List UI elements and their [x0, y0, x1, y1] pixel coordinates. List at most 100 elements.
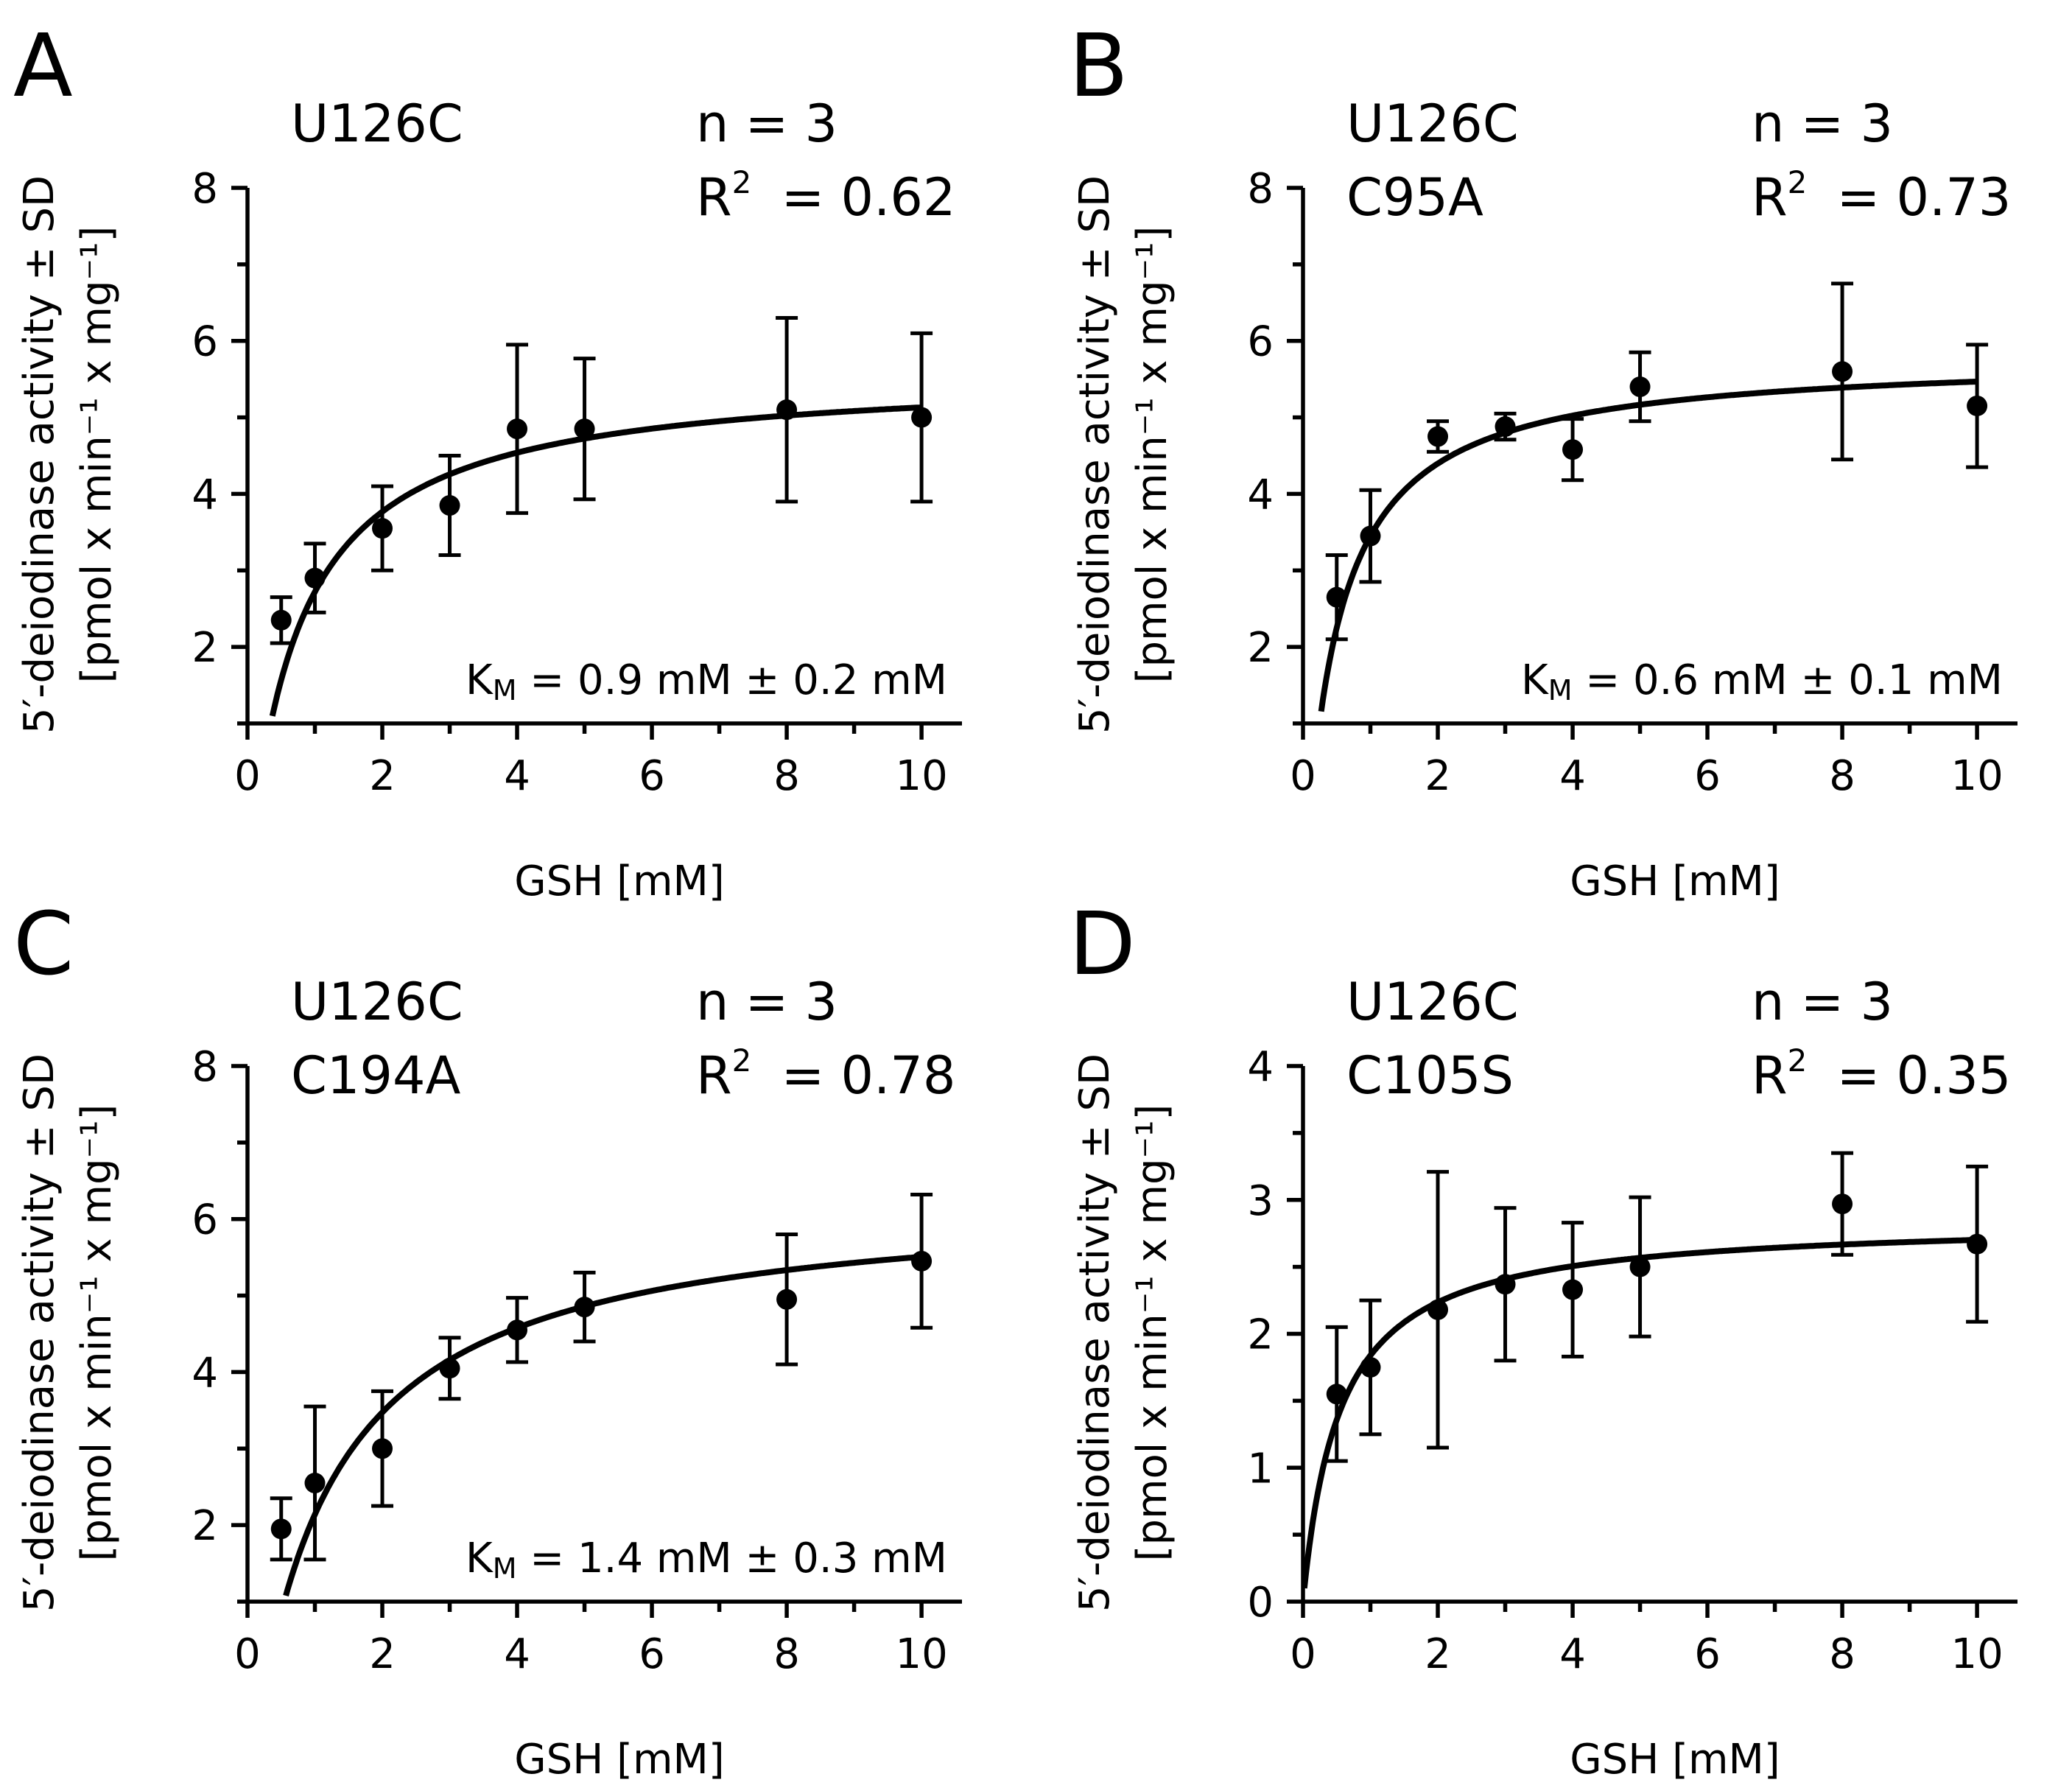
- data-point: [304, 567, 326, 589]
- y-tick-label: 8: [192, 165, 218, 213]
- r2-value: = 0.62: [765, 167, 955, 228]
- data-point: [1495, 416, 1516, 438]
- n-label: n = 3: [1752, 972, 1893, 1032]
- x-tick-label: 6: [639, 752, 665, 800]
- y-tick-label: 4: [1247, 1043, 1274, 1091]
- x-axis-title: GSH [mM]: [514, 1736, 724, 1784]
- data-point: [1360, 1356, 1381, 1378]
- panel-label: B: [1069, 15, 1128, 116]
- data-point: [507, 418, 528, 440]
- km-label: KM = 0.9 mM ± 0.2 mM: [466, 656, 947, 707]
- r2-symbol: R: [696, 167, 732, 228]
- construct-label: U126C: [291, 972, 463, 1032]
- y-tick-label: 0: [1247, 1579, 1274, 1627]
- y-tick-label: 8: [1247, 165, 1274, 213]
- data-point: [1427, 1299, 1449, 1320]
- y-tick-label: 2: [1247, 1311, 1274, 1359]
- y-tick-label: 4: [192, 1349, 218, 1397]
- fit-curve: [283, 1253, 922, 1596]
- data-point: [1495, 1274, 1516, 1295]
- y-axis-title: 5′-deiodinase activity ± SD: [15, 175, 63, 734]
- km-subscript: M: [493, 674, 517, 707]
- x-tick-label: 0: [1290, 1630, 1316, 1678]
- y-tick-label: 6: [1247, 318, 1274, 366]
- km-label: KM = 0.6 mM ± 0.1 mM: [1521, 656, 2003, 707]
- y-tick-label: 2: [1247, 624, 1274, 672]
- x-tick-label: 2: [1425, 1630, 1451, 1678]
- x-tick-label: 4: [504, 1630, 530, 1678]
- construct-label: U126C: [1346, 94, 1519, 154]
- data-point: [372, 1438, 393, 1459]
- fit-curve: [1318, 379, 1978, 712]
- x-tick-label: 10: [1950, 1630, 2003, 1678]
- km-symbol: K: [466, 656, 494, 704]
- data-point: [1427, 426, 1449, 447]
- x-tick-label: 8: [773, 1630, 800, 1678]
- km-value: = 0.9 mM ± 0.2 mM: [517, 656, 948, 704]
- x-tick-label: 4: [1559, 752, 1586, 800]
- panel-label: A: [13, 15, 73, 116]
- y-tick-label: 1: [1247, 1445, 1274, 1493]
- x-axis-title: GSH [mM]: [514, 858, 724, 905]
- data-point: [1832, 361, 1853, 382]
- r2-symbol: R: [1752, 167, 1788, 228]
- data-point: [1326, 586, 1347, 608]
- r2-superscript: 2: [732, 1042, 752, 1079]
- x-tick-label: 2: [1425, 752, 1451, 800]
- x-tick-label: 4: [1559, 1630, 1586, 1678]
- data-point: [304, 1473, 326, 1494]
- x-tick-label: 2: [369, 1630, 396, 1678]
- construct-label: C105S: [1346, 1045, 1514, 1106]
- x-tick-label: 8: [1829, 752, 1855, 800]
- x-tick-label: 10: [895, 752, 947, 800]
- r2-label: R2 = 0.62: [696, 164, 955, 228]
- panel-label: C: [13, 893, 74, 995]
- construct-label: C95A: [1346, 167, 1483, 228]
- y-tick-label: 2: [192, 1502, 218, 1550]
- data-point: [1629, 1256, 1651, 1277]
- r2-superscript: 2: [1788, 164, 1808, 200]
- data-point: [574, 1297, 595, 1318]
- r2-value: = 0.73: [1820, 167, 2011, 228]
- data-point: [1562, 439, 1584, 460]
- n-label: n = 3: [696, 972, 837, 1032]
- y-axis-units: [pmol x min⁻¹ x mg⁻¹]: [1128, 226, 1176, 684]
- data-point: [911, 1250, 933, 1272]
- km-symbol: K: [466, 1535, 494, 1582]
- y-tick-label: 4: [1247, 471, 1274, 519]
- x-tick-label: 2: [369, 752, 396, 800]
- r2-symbol: R: [1752, 1045, 1788, 1106]
- data-point: [911, 407, 933, 428]
- x-tick-label: 0: [1290, 752, 1316, 800]
- data-point: [1629, 376, 1651, 398]
- y-tick-label: 4: [192, 471, 218, 519]
- y-axis-title: 5′-deiodinase activity ± SD: [1071, 175, 1119, 734]
- y-tick-label: 8: [192, 1043, 218, 1091]
- y-tick-label: 3: [1247, 1177, 1274, 1225]
- data-point: [1562, 1279, 1584, 1300]
- x-axis-title: GSH [mM]: [1570, 858, 1780, 905]
- data-point: [1360, 525, 1381, 547]
- y-tick-label: 6: [192, 1196, 218, 1244]
- r2-label: R2 = 0.73: [1752, 164, 2011, 228]
- km-value: = 0.6 mM ± 0.1 mM: [1573, 656, 2003, 704]
- y-tick-label: 2: [192, 624, 218, 672]
- data-point: [1832, 1193, 1853, 1215]
- y-axis-title: 5′-deiodinase activity ± SD: [15, 1053, 63, 1612]
- r2-label: R2 = 0.35: [1752, 1042, 2011, 1106]
- data-point: [439, 1358, 460, 1379]
- data-point: [1967, 395, 1988, 416]
- x-tick-label: 10: [895, 1630, 947, 1678]
- r2-symbol: R: [696, 1045, 732, 1106]
- data-point: [270, 609, 292, 631]
- data-point: [776, 1289, 798, 1310]
- panel-label: D: [1069, 893, 1136, 995]
- x-axis-title: GSH [mM]: [1570, 1736, 1780, 1784]
- data-point: [507, 1319, 528, 1341]
- data-point: [574, 418, 595, 440]
